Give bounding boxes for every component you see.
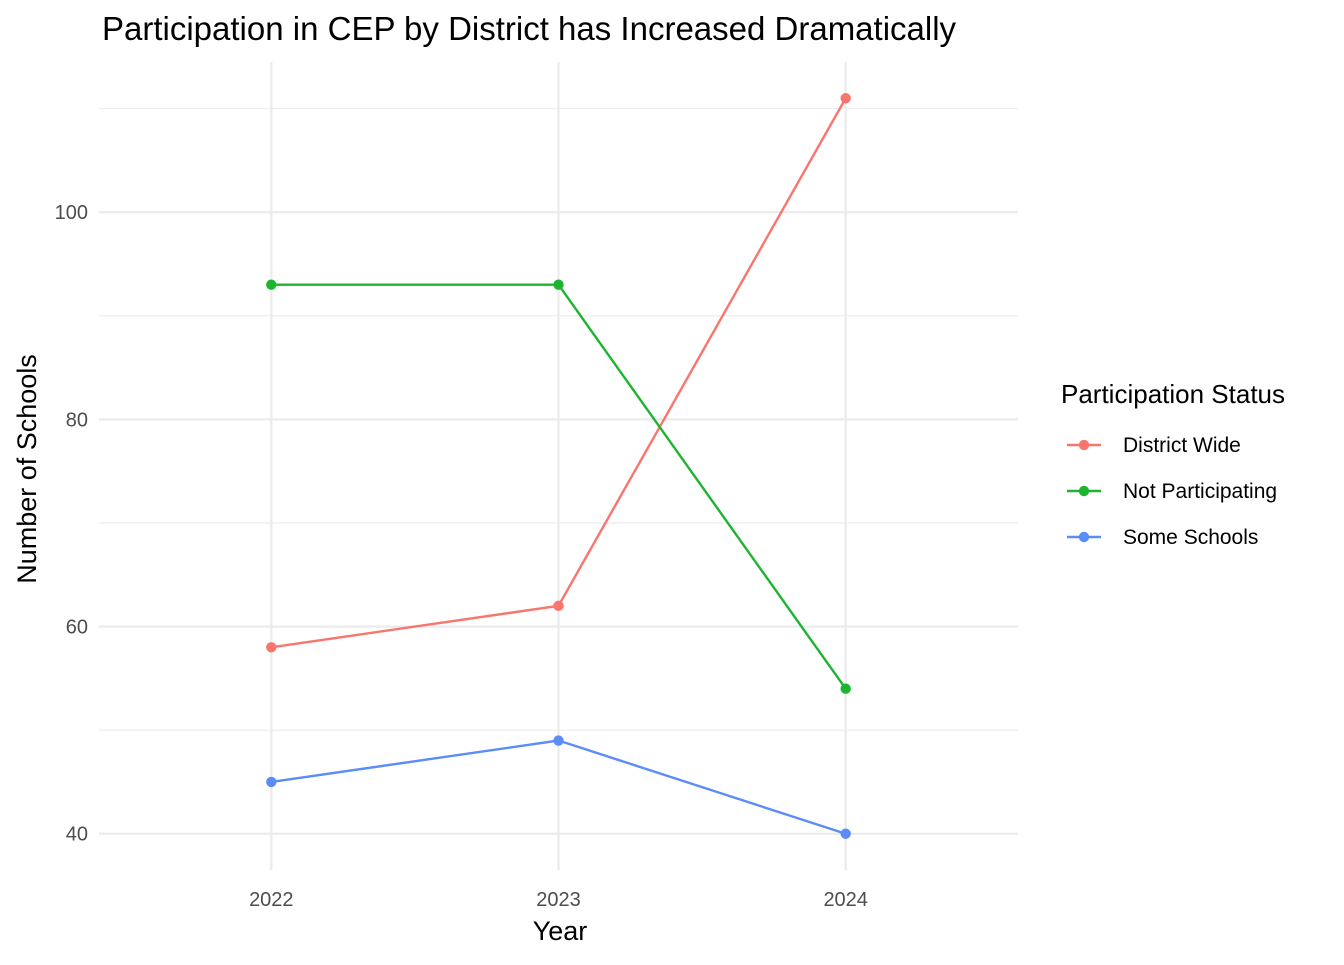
legend-label: Some Schools [1123,526,1258,549]
legend-key-point [1078,439,1090,451]
legend-label: Not Participating [1123,480,1277,503]
legend-key-point [1078,485,1090,497]
y-axis-title: Number of Schools [12,354,42,584]
data-point-district-wide [553,600,564,612]
x-axis-title: Year [533,916,588,946]
y-tick-label: 60 [66,617,88,639]
y-tick-label: 100 [55,202,88,224]
legend-item-some-schools: Some Schools [1067,526,1258,549]
chart-title: Participation in CEP by District has Inc… [102,10,957,47]
legend-items: District Wide Not Participating Some Schoo… [1067,434,1277,549]
series-layer [266,93,851,839]
x-tick-label: 2022 [249,889,294,911]
legend: Participation Status District Wide Not Pa… [1061,379,1285,549]
gridlines [99,62,1018,870]
data-point-some-schools [266,776,277,788]
y-tick-label: 80 [66,409,88,431]
data-point-district-wide [840,93,851,104]
legend-item-not-participating: Not Participating [1067,480,1277,503]
data-point-not-participating [553,279,564,290]
y-tick-label: 40 [66,824,88,846]
x-tick-label: 2023 [536,889,581,911]
legend-label: District Wide [1123,434,1241,457]
legend-key-point [1078,531,1090,543]
series-some-schools [266,735,851,839]
data-point-some-schools [553,735,564,746]
data-point-district-wide [266,642,277,653]
data-point-not-participating [840,683,851,694]
data-point-some-schools [840,828,851,839]
legend-item-district-wide: District Wide [1067,434,1241,457]
legend-title: Participation Status [1061,379,1285,409]
data-point-not-participating [266,279,277,290]
x-tick-label: 2024 [823,889,868,911]
x-axis-tick-labels: 2022 2023 2024 [249,889,868,911]
series-district-wide [266,93,851,653]
series-not-participating [266,279,851,694]
y-axis-tick-labels: 40 60 80 100 [55,202,88,846]
